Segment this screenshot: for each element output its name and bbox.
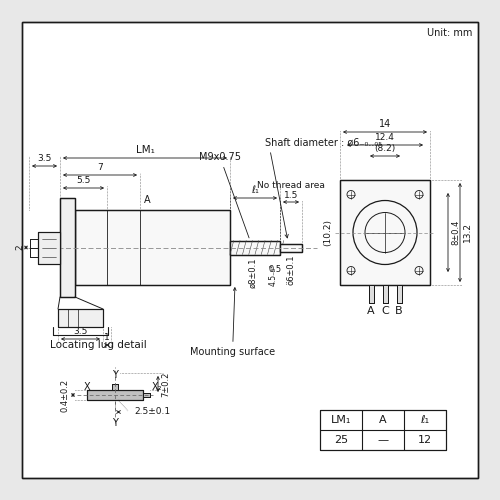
Text: ø8±0.1: ø8±0.1 [248, 258, 257, 288]
Text: X: X [84, 382, 90, 392]
Bar [60, 198, 75, 297]
Text: 2.5±0.1: 2.5±0.1 [134, 408, 170, 416]
Text: 8±0.4: 8±0.4 [451, 220, 460, 245]
Bar [112, 384, 118, 390]
Bar [87, 390, 143, 400]
Bar [320, 410, 446, 450]
Bar [340, 180, 430, 285]
Text: 0.4±0.2: 0.4±0.2 [61, 378, 70, 412]
Text: X₂: X₂ [152, 382, 162, 392]
Text: 2: 2 [15, 244, 24, 250]
Bar [396, 285, 402, 303]
Text: LM₁: LM₁ [136, 145, 154, 155]
Text: 14: 14 [379, 119, 391, 129]
Text: 1.5: 1.5 [284, 191, 298, 200]
Bar [230, 240, 280, 254]
Text: Y: Y [112, 418, 118, 428]
Text: 1: 1 [104, 333, 110, 342]
Text: 7: 7 [97, 163, 103, 172]
Text: ℓ₁: ℓ₁ [251, 185, 259, 195]
Bar [382, 285, 388, 303]
Text: Unit: mm: Unit: mm [426, 28, 472, 38]
Bar [280, 244, 302, 252]
Text: ö6±0.1: ö6±0.1 [286, 254, 296, 285]
Text: B: B [395, 306, 403, 316]
Text: 12.4: 12.4 [375, 133, 395, 142]
Text: Y: Y [112, 370, 118, 380]
Text: 5.5: 5.5 [76, 176, 90, 185]
Bar [368, 285, 374, 303]
Text: 12: 12 [418, 435, 432, 445]
Bar [230, 240, 280, 254]
Bar [75, 210, 230, 285]
Bar [38, 232, 60, 264]
Bar [87, 390, 143, 400]
Text: Shaft diameter : ø6₋₀..₀₅: Shaft diameter : ø6₋₀..₀₅ [265, 138, 382, 148]
Text: 13.2: 13.2 [463, 222, 472, 242]
Text: Locating lug detail: Locating lug detail [50, 340, 147, 350]
Text: —: — [378, 435, 388, 445]
Text: 4.5₋₀²: 4.5₋₀² [269, 264, 278, 286]
Bar [280, 244, 302, 252]
Bar [320, 410, 446, 450]
Bar [340, 180, 430, 285]
Text: A: A [379, 415, 387, 425]
Text: M9x0.75: M9x0.75 [199, 152, 249, 238]
Text: 3.5: 3.5 [38, 154, 52, 163]
Text: (10.2): (10.2) [323, 219, 332, 246]
Text: C: C [381, 306, 389, 316]
Bar [143, 393, 150, 397]
Text: 3.5: 3.5 [74, 327, 88, 336]
Text: 7±0.2: 7±0.2 [161, 372, 170, 396]
Bar [112, 384, 118, 390]
Text: A: A [367, 306, 375, 316]
Bar [368, 285, 374, 303]
Bar [38, 232, 60, 264]
Text: ℓ₁: ℓ₁ [420, 415, 430, 425]
Bar [60, 198, 75, 297]
Text: A: A [144, 195, 150, 205]
Bar [396, 285, 402, 303]
Bar [382, 285, 388, 303]
Text: No thread area: No thread area [257, 181, 325, 190]
Text: LM₁: LM₁ [331, 415, 351, 425]
Text: (8.2): (8.2) [374, 144, 396, 153]
Text: Mounting surface: Mounting surface [190, 288, 275, 357]
Bar [143, 393, 150, 397]
Text: 0.5: 0.5 [268, 264, 281, 274]
Bar [58, 309, 103, 327]
Bar [75, 210, 230, 285]
Text: 25: 25 [334, 435, 348, 445]
Bar [58, 309, 103, 327]
